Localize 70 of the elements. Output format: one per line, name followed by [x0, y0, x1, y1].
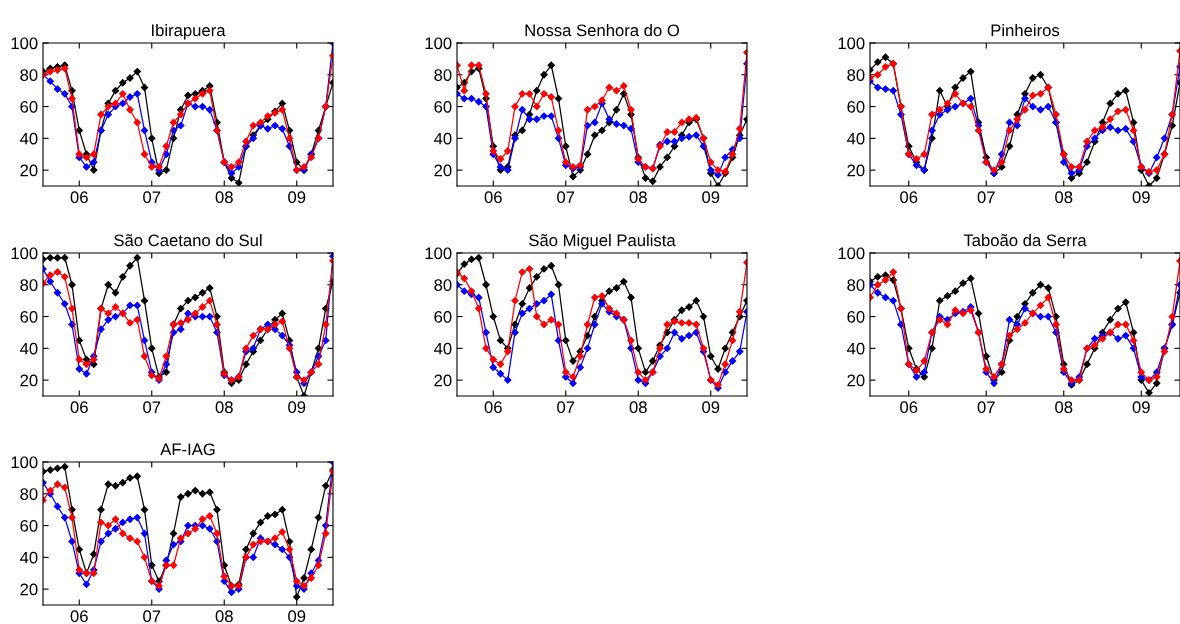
y-tick-label: 60: [20, 519, 38, 532]
y-tick-label: 80: [20, 69, 38, 81]
y-tick-label: 60: [20, 100, 38, 113]
x-tick-label: 07: [143, 401, 161, 414]
x-tick-label: 07: [143, 610, 161, 623]
chart-title: Pinheiros: [991, 23, 1060, 37]
x-tick-label: 08: [629, 401, 647, 414]
y-tick-label: 40: [846, 132, 865, 145]
x-tick-label: 06: [70, 191, 88, 204]
y-tick-label: 80: [847, 279, 865, 291]
y-tick-label: 100: [838, 37, 865, 50]
y-tick-label: 40: [19, 551, 38, 564]
chart-title: São Miguel Paulista: [529, 233, 676, 250]
x-tick-label: 08: [215, 401, 233, 414]
y-tick-label: 20: [434, 374, 452, 387]
y-tick-label: 40: [19, 132, 38, 145]
x-tick-label: 08: [629, 191, 647, 204]
x-tick-label: 08: [1055, 401, 1073, 414]
x-tick-label: 08: [215, 610, 233, 623]
x-tick-label: 06: [484, 401, 502, 414]
x-tick-label: 07: [977, 191, 995, 204]
x-tick-label: 08: [215, 191, 233, 204]
y-tick-label: 100: [425, 247, 452, 260]
y-tick-label: 60: [434, 100, 452, 113]
y-tick-label: 20: [434, 164, 452, 177]
y-tick-label: 80: [847, 69, 865, 81]
y-tick-label: 100: [11, 247, 38, 260]
x-tick-label: 09: [1132, 401, 1150, 414]
chart-title: Nossa Senhora do O: [525, 23, 680, 37]
x-tick-label: 06: [70, 610, 88, 623]
x-tick-label: 07: [557, 191, 575, 204]
y-tick-label: 40: [846, 342, 865, 355]
y-tick-label: 60: [847, 100, 865, 113]
x-tick-label: 06: [484, 191, 502, 204]
y-tick-label: 60: [20, 310, 38, 323]
y-tick-label: 100: [11, 37, 38, 50]
chart-title: São Caetano do Sul: [114, 233, 262, 247]
y-tick-label: 80: [20, 488, 38, 500]
x-tick-label: 06: [900, 191, 918, 204]
x-tick-label: 08: [1055, 191, 1073, 204]
y-tick-label: 100: [838, 247, 865, 260]
chart-title: Ibirapuera: [152, 23, 226, 40]
y-tick-label: 100: [11, 456, 38, 469]
x-tick-label: 09: [288, 191, 306, 204]
y-tick-label: 40: [433, 342, 452, 355]
x-tick-label: 07: [977, 401, 995, 414]
y-tick-label: 80: [434, 279, 452, 291]
y-tick-label: 60: [847, 310, 865, 323]
x-tick-label: 07: [557, 401, 575, 414]
y-tick-label: 20: [20, 164, 38, 177]
x-tick-label: 09: [1132, 191, 1150, 204]
y-tick-label: 40: [19, 342, 38, 355]
x-tick-label: 09: [288, 610, 306, 623]
x-tick-label: 06: [70, 401, 88, 414]
y-tick-label: 60: [434, 310, 452, 323]
x-tick-label: 09: [288, 401, 306, 414]
y-tick-label: 20: [847, 374, 865, 387]
x-tick-label: 06: [900, 401, 918, 414]
chart-title: Taboão da Serra: [963, 233, 1087, 247]
x-tick-label: 09: [702, 401, 720, 414]
chart-title: AF-IAG: [160, 443, 215, 456]
y-tick-label: 80: [20, 279, 38, 291]
y-tick-label: 40: [433, 132, 452, 145]
y-tick-label: 80: [434, 69, 452, 81]
y-tick-label: 20: [20, 583, 38, 596]
y-tick-label: 20: [20, 374, 38, 387]
y-tick-label: 20: [847, 164, 865, 177]
x-tick-label: 07: [143, 191, 161, 204]
y-tick-label: 100: [425, 37, 452, 50]
x-tick-label: 09: [702, 191, 720, 204]
